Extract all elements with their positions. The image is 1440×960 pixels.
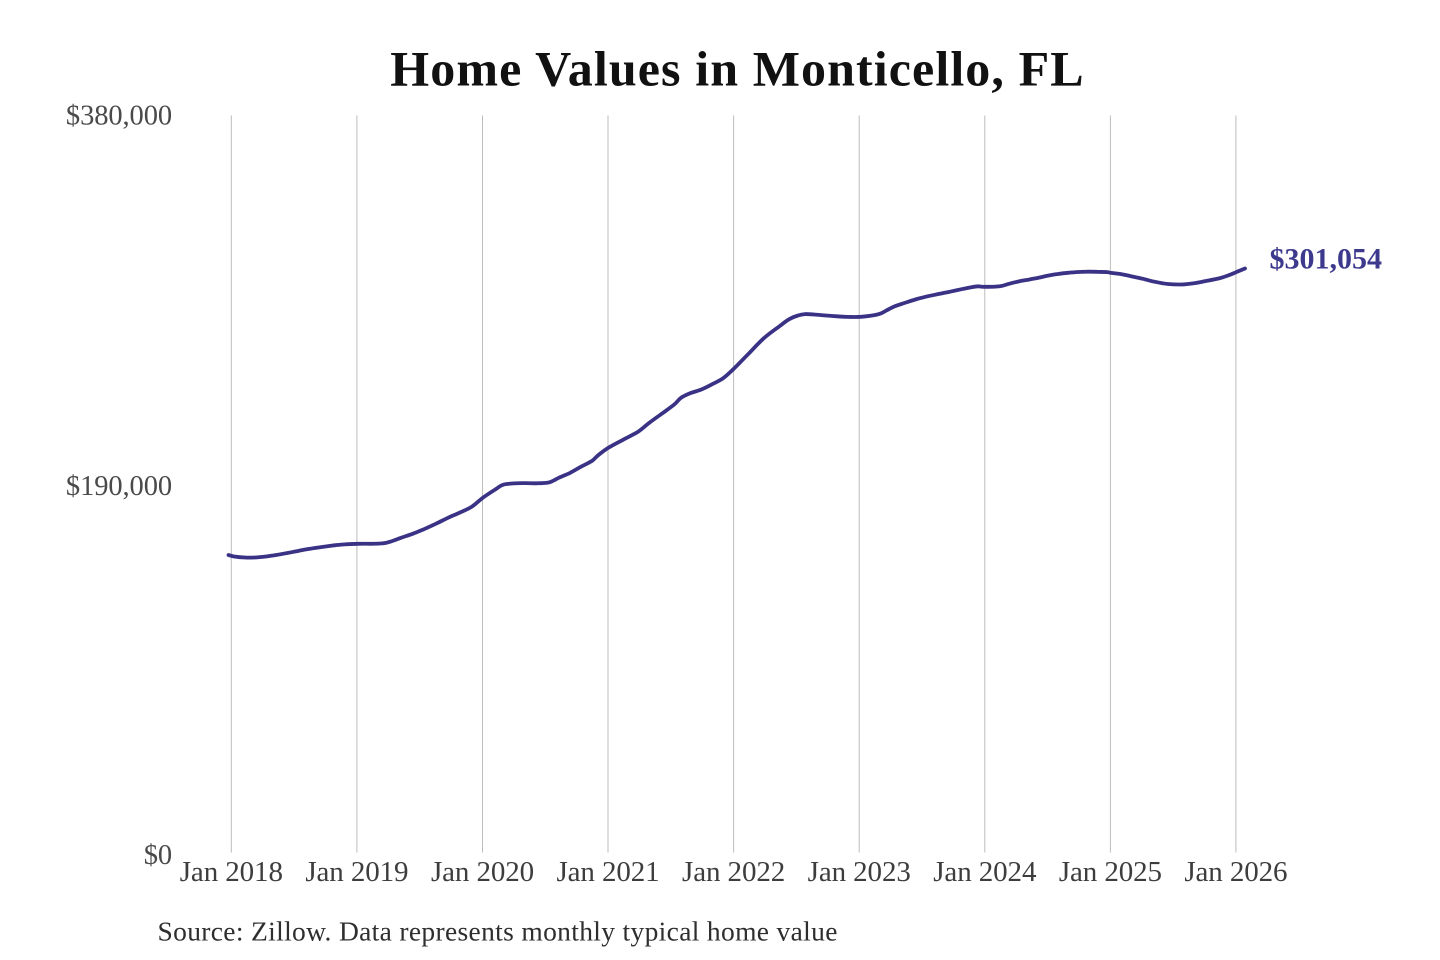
svg-text:Jan 2020: Jan 2020 — [431, 856, 534, 888]
svg-text:$380,000: $380,000 — [66, 101, 172, 132]
svg-text:Jan 2023: Jan 2023 — [808, 856, 911, 888]
svg-text:Jan 2026: Jan 2026 — [1184, 856, 1287, 888]
svg-text:Jan 2025: Jan 2025 — [1059, 856, 1162, 888]
svg-text:Home Values in Monticello, FL: Home Values in Monticello, FL — [390, 41, 1084, 97]
svg-text:Jan 2019: Jan 2019 — [305, 856, 408, 888]
svg-text:$190,000: $190,000 — [66, 471, 172, 502]
svg-text:$301,054: $301,054 — [1270, 242, 1383, 275]
svg-text:$0: $0 — [144, 840, 172, 871]
svg-text:Jan 2021: Jan 2021 — [556, 856, 659, 888]
svg-text:Jan 2022: Jan 2022 — [682, 856, 785, 888]
svg-text:Source: Zillow. Data represent: Source: Zillow. Data represents monthly … — [158, 916, 838, 947]
svg-text:Jan 2024: Jan 2024 — [933, 856, 1037, 888]
svg-text:Jan 2018: Jan 2018 — [180, 856, 283, 888]
